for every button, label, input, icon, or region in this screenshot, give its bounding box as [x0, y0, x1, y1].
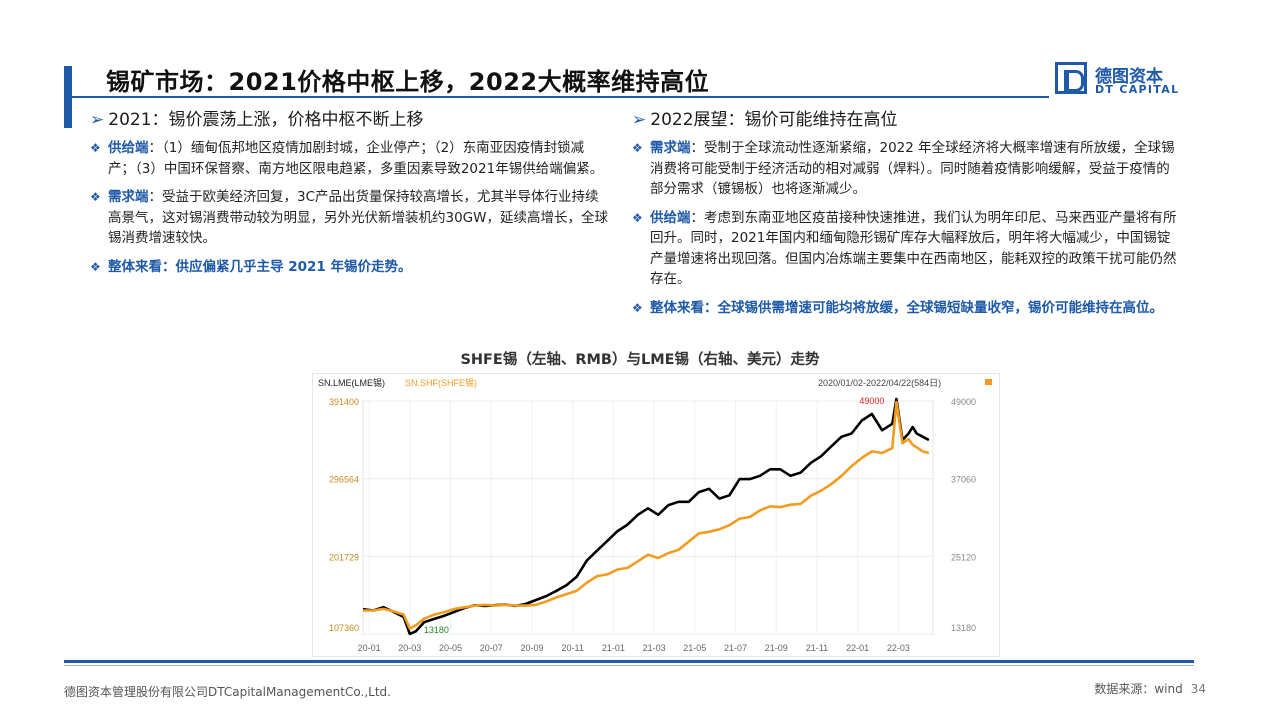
left-bullet-summary: ❖ 整体来看：供应偏紧几乎主导 2021 年锡价走势。: [90, 257, 610, 278]
logo-text-en: DT CAPITAL: [1095, 83, 1180, 96]
left-heading-text: 2021：锡价震荡上涨，价格中枢不断上移: [108, 110, 424, 130]
x-tick-label: 20-09: [520, 643, 543, 653]
x-tick-label: 20-11: [561, 643, 583, 653]
bullet-text: ：受制于全球流动性逐渐紧缩，2022 年全球经济将大概率增速有所放缓，全球锡消费…: [650, 140, 1175, 197]
diamond-bullet-icon: ❖: [90, 190, 101, 204]
bullet-label: 供给端: [108, 140, 149, 156]
y-left-tick-label: 201729: [329, 552, 359, 562]
y-right-tick-label: 49000: [951, 397, 976, 407]
price-chart: 20-01 20-03 20-05 20-07 20-09 20-11 21-01 21-03…: [312, 373, 1000, 657]
range-icon: [985, 379, 992, 385]
x-tick-label: 21-07: [724, 643, 747, 653]
right-column: ➢ 2022展望：锡价可能维持在高位 ❖ 需求端：受制于全球流动性逐渐紧缩，202…: [632, 108, 1180, 326]
date-range: 2020/01/02-2022/04/22(584日): [818, 378, 941, 388]
right-bullet-demand: ❖ 需求端：受制于全球流动性逐渐紧缩，2022 年全球经济将大概率增速有所放缓，…: [632, 138, 1180, 200]
x-tick-label: 20-01: [358, 643, 381, 653]
diamond-bullet-icon: ❖: [632, 210, 643, 225]
x-tick-label: 22-01: [846, 643, 869, 653]
source-text: 数据来源：wind: [1094, 682, 1183, 696]
x-tick-label: 21-03: [643, 643, 666, 653]
x-tick-label: 20-07: [480, 643, 503, 653]
right-heading-text: 2022展望：锡价可能维持在高位: [650, 110, 898, 130]
series-line-lme: [362, 397, 930, 636]
x-tick-label: 22-03: [887, 643, 910, 653]
y-right-tick-label: 13180: [951, 623, 976, 633]
legend-shf: SN.SHF(SHFE锡): [405, 378, 477, 388]
left-column: ➢ 2021：锡价震荡上涨，价格中枢不断上移 ❖ 供给端：（1）缅甸佤邦地区疫情加…: [90, 108, 610, 285]
x-tick-label: 21-05: [683, 643, 706, 653]
x-tick-label: 21-01: [602, 643, 625, 653]
footer-company: 德图资本管理股份有限公司DTCapitalManagementCo.,Ltd.: [64, 685, 391, 699]
x-tick-label: 20-05: [439, 643, 462, 653]
title-divider: [64, 96, 1049, 98]
peak-label: 49000: [859, 396, 884, 406]
y-left-tick-label: 107360: [329, 623, 359, 633]
x-tick-label: 21-09: [765, 643, 788, 653]
footer-divider: [64, 660, 1194, 663]
diamond-bullet-icon: ❖: [632, 141, 643, 155]
footer-source: 数据来源：wind 34: [1094, 680, 1206, 697]
arrow-icon: ➢: [632, 110, 647, 130]
chart-caption: SHFE锡（左轴、RMB）与LME锡（右轴、美元）走势: [460, 352, 820, 368]
y-left-tick-label: 391400: [329, 397, 359, 407]
left-bullet-demand: ❖ 需求端：受益于欧美经济回复，3C产品出货量保持较高增长，尤其半导体行业持续高…: [90, 187, 610, 249]
right-heading: ➢ 2022展望：锡价可能维持在高位: [632, 108, 1180, 132]
left-heading: ➢ 2021：锡价震荡上涨，价格中枢不断上移: [90, 108, 610, 132]
logo-text-cn: 德图资本: [1095, 67, 1163, 87]
diamond-bullet-icon: ❖: [632, 300, 643, 315]
y-right-tick-label: 37060: [951, 475, 976, 485]
y-left-tick-label: 296564: [329, 475, 359, 485]
bullet-text: ：受益于欧美经济回复，3C产品出货量保持较高增长，尤其半导体行业持续高景气，这对…: [108, 189, 608, 246]
diamond-bullet-icon: ❖: [90, 141, 101, 155]
series-line-shf: [363, 400, 930, 630]
x-tick-label: 21-11: [806, 643, 828, 653]
left-bullet-supply: ❖ 供给端：（1）缅甸佤邦地区疫情加剧封城，企业停产；（2）东南亚因疫情封锁减产…: [90, 138, 610, 179]
bullet-label: 需求端: [108, 189, 149, 205]
price-chart-svg: 20-01 20-03 20-05 20-07 20-09 20-11 21-01 21-03…: [318, 378, 992, 653]
page-title: 锡矿市场：2021价格中枢上移，2022大概率维持高位: [106, 68, 710, 96]
bullet-text: ：考虑到东南亚地区疫苗接种快速推进，我们认为明年印尼、马来西亚产量将有所回升。同…: [650, 209, 1177, 288]
bullet-text: 整体来看：供应偏紧几乎主导 2021 年锡价走势。: [108, 258, 412, 275]
right-bullet-summary: ❖ 整体来看：全球锡供需增速可能均将放缓，全球锡短缺量收窄，锡价可能维持在高位。: [632, 298, 1180, 319]
legend-lme: SN.LME(LME锡): [318, 378, 385, 388]
bullet-text: 整体来看：全球锡供需增速可能均将放缓，全球锡短缺量收窄，锡价可能维持在高位。: [650, 299, 1163, 316]
right-bullet-supply: ❖ 供给端：考虑到东南亚地区疫苗接种快速推进，我们认为明年印尼、马来西亚产量将有…: [632, 208, 1180, 290]
diamond-bullet-icon: ❖: [90, 259, 101, 274]
low-label: 13180: [424, 625, 449, 635]
page-number: 34: [1190, 682, 1206, 696]
y-right-tick-label: 25120: [951, 552, 976, 562]
bullet-label: 需求端: [650, 140, 691, 156]
company-logo: 德图资本 DT CAPITAL: [1055, 62, 1195, 98]
bullet-label: 供给端: [650, 209, 691, 226]
logo-d-icon: [1055, 62, 1087, 94]
bullet-text: ：（1）缅甸佤邦地区疫情加剧封城，企业停产；（2）东南亚因疫情封锁减产；（3）中…: [108, 140, 604, 177]
x-tick-label: 20-03: [398, 643, 421, 653]
arrow-icon: ➢: [90, 110, 105, 130]
footer-divider-thin: [64, 665, 1194, 666]
